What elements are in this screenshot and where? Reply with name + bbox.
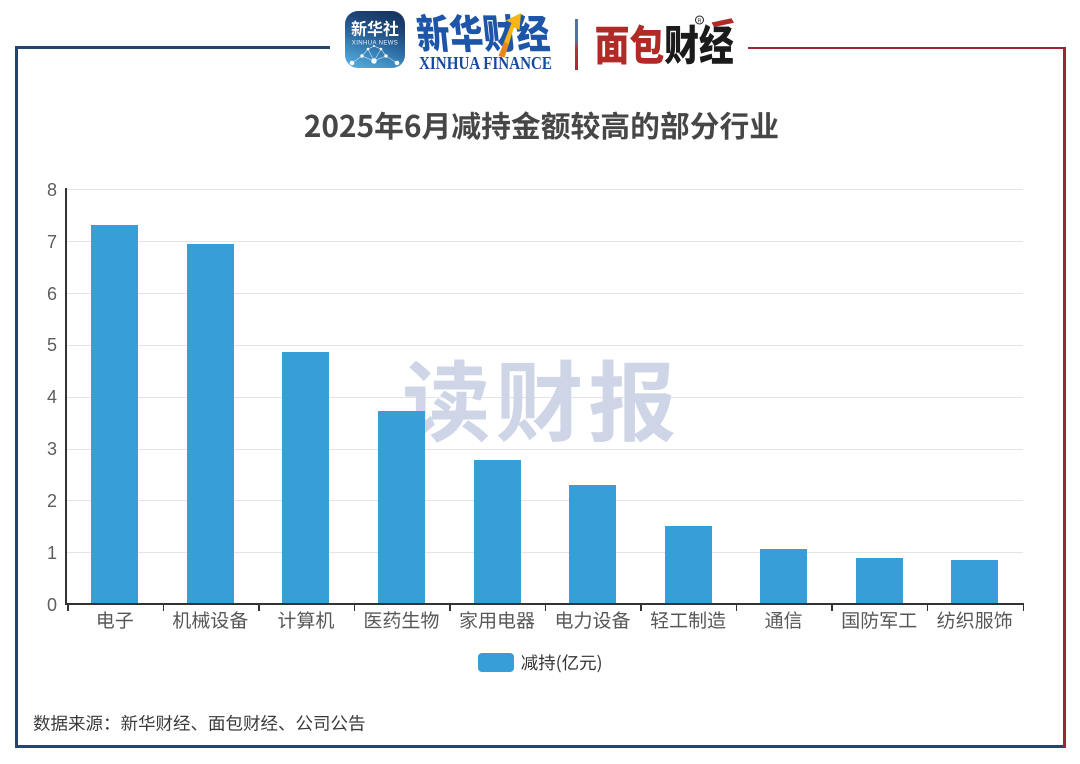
svg-text:XINHUA FINANCE: XINHUA FINANCE	[419, 53, 552, 73]
svg-text:XINHUA NEWS: XINHUA NEWS	[352, 41, 398, 47]
svg-text:R: R	[697, 19, 701, 25]
